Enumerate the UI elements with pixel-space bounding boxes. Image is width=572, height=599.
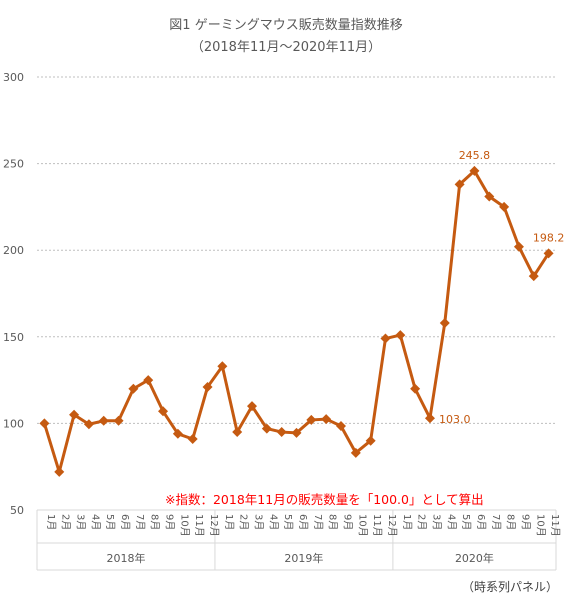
x-tick-label: 11月 — [193, 514, 205, 537]
x-tick-label: 8月 — [149, 514, 161, 530]
data-point — [380, 333, 391, 344]
x-tick-label: 4月 — [445, 514, 457, 530]
data-point — [232, 427, 243, 438]
data-point — [128, 383, 139, 394]
x-tick-label: 5月 — [282, 514, 294, 530]
data-point — [321, 414, 332, 425]
data-point — [528, 271, 539, 282]
x-tick-label: 7月 — [490, 514, 502, 530]
x-tick-label: 3月 — [430, 514, 442, 530]
x-tick-label: 8月 — [505, 514, 517, 530]
data-label: 198.2 — [533, 231, 565, 244]
y-tick-label: 250 — [3, 158, 24, 171]
x-tick-label: 10月 — [534, 514, 546, 537]
x-tick-label: 5月 — [460, 514, 472, 530]
x-tick-label: 3月 — [75, 514, 87, 530]
x-tick-label: 11月 — [549, 514, 561, 537]
x-tick-label: 9月 — [341, 514, 353, 530]
x-tick-label: 9月 — [164, 514, 176, 530]
data-point — [83, 419, 94, 430]
index-note: ※指数：2018年11月の販売数量を「100.0」として算出 — [165, 492, 484, 507]
x-tick-label: 10月 — [356, 514, 368, 537]
x-tick-label: 2月 — [60, 514, 72, 530]
data-point — [143, 375, 154, 386]
data-point — [410, 383, 421, 394]
x-tick-label: 6月 — [475, 514, 487, 530]
data-point — [439, 317, 450, 328]
x-tick-label: 11月 — [371, 514, 383, 537]
data-point — [335, 420, 346, 431]
x-tick-label: 6月 — [297, 514, 309, 530]
data-point — [454, 179, 465, 190]
data-point — [172, 428, 183, 439]
x-tick-label: 4月 — [267, 514, 279, 530]
data-point — [217, 361, 228, 372]
chart-title: 図1 ゲーミングマウス販売数量指数推移 — [169, 18, 403, 33]
x-tick-label: 12月 — [208, 514, 220, 537]
data-point — [484, 191, 495, 202]
data-point — [39, 418, 50, 429]
x-tick-label: 2月 — [416, 514, 428, 530]
data-point — [113, 415, 124, 426]
x-tick-label: 6月 — [119, 514, 131, 530]
x-tick-label: 4月 — [89, 514, 101, 530]
year-label: 2019年 — [284, 551, 323, 565]
data-point — [247, 401, 258, 412]
series-line — [42, 169, 550, 474]
data-point — [424, 413, 435, 424]
x-tick-label: 5月 — [104, 514, 116, 530]
data-point — [291, 427, 302, 438]
data-point — [187, 433, 198, 444]
x-tick-label: 1月 — [45, 514, 57, 530]
data-point — [306, 414, 317, 425]
y-tick-label: 300 — [3, 71, 24, 84]
data-point — [513, 241, 524, 252]
y-tick-label: 200 — [3, 244, 24, 257]
x-tick-label: 1月 — [401, 514, 413, 530]
x-tick-label: 9月 — [519, 514, 531, 530]
x-tick-label: 7月 — [312, 514, 324, 530]
data-point — [499, 201, 510, 212]
x-tick-label: 1月 — [223, 514, 235, 530]
source-label: （時系列パネル） — [461, 580, 558, 594]
chart-subtitle: （2018年11月〜2020年11月） — [190, 40, 382, 55]
x-tick-label: 7月 — [134, 514, 146, 530]
data-point — [98, 415, 109, 426]
data-point — [54, 466, 65, 477]
data-point — [261, 423, 272, 434]
x-tick-label: 10月 — [178, 514, 190, 537]
y-tick-label: 50 — [10, 504, 24, 517]
data-label: 103.0 — [439, 413, 471, 426]
data-point — [158, 406, 169, 417]
data-point — [276, 427, 287, 438]
data-label: 245.8 — [459, 149, 491, 162]
data-point — [350, 447, 361, 458]
year-label: 2018年 — [106, 551, 145, 565]
data-point — [395, 330, 406, 341]
x-tick-label: 12月 — [386, 514, 398, 537]
x-tick-label: 8月 — [327, 514, 339, 530]
year-label: 2020年 — [455, 551, 494, 565]
y-tick-label: 100 — [3, 417, 24, 430]
data-point — [543, 248, 554, 259]
x-tick-label: 2月 — [238, 514, 250, 530]
y-tick-label: 150 — [3, 331, 24, 344]
x-tick-label: 3月 — [253, 514, 265, 530]
data-point — [365, 435, 376, 446]
data-point — [469, 165, 480, 176]
data-point — [202, 382, 213, 393]
data-point — [69, 409, 80, 420]
